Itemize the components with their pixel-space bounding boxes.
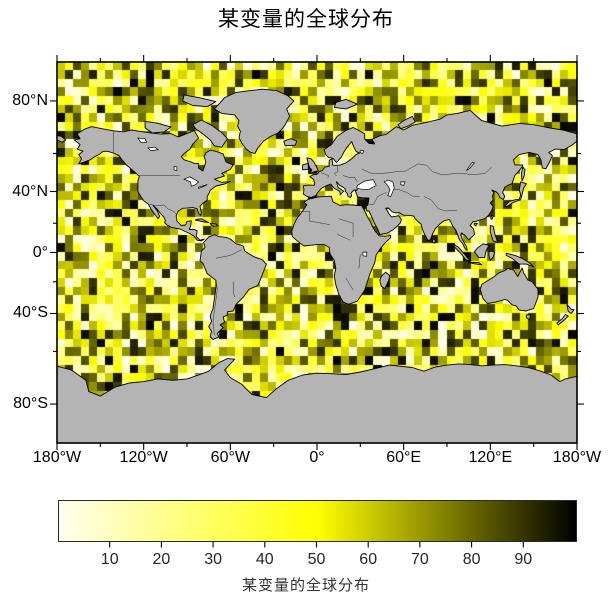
chart-title: 某变量的全球分布 bbox=[218, 7, 394, 31]
x-axis-tick-label: 60°W bbox=[210, 449, 250, 466]
colorbar-gradient bbox=[58, 500, 577, 542]
colorbar-tick-label: 20 bbox=[152, 551, 171, 568]
colorbar-tick-label: 10 bbox=[100, 551, 119, 568]
heatmap-mesh bbox=[57, 62, 577, 443]
colorbar-tick-label: 60 bbox=[359, 551, 378, 568]
x-axis-tick-label: 120°W bbox=[119, 449, 168, 466]
y-axis-tick-label: 40°S bbox=[13, 304, 48, 322]
x-axis-tick-label: 180°W bbox=[32, 449, 82, 466]
y-axis-tick-label: 40°N bbox=[12, 182, 48, 200]
colorbar-tick-label: 40 bbox=[255, 551, 274, 568]
x-axis-tick-label: 0° bbox=[309, 449, 325, 466]
x-axis-tick-label: 180°W bbox=[552, 449, 602, 466]
x-axis-tick-label: 60°E bbox=[386, 449, 422, 466]
y-axis-tick-label: 80°S bbox=[13, 395, 48, 413]
colorbar-tick-label: 70 bbox=[410, 551, 429, 568]
colorbar-tick-label: 30 bbox=[204, 551, 222, 568]
x-axis-tick-label: 120°E bbox=[468, 449, 513, 466]
colorbar-tick-label: 50 bbox=[307, 551, 326, 568]
y-axis-tick-label: 0° bbox=[32, 243, 48, 261]
y-axis-tick-label: 80°N bbox=[12, 91, 48, 109]
colorbar-title: 某变量的全球分布 bbox=[241, 576, 370, 594]
colorbar-tick-label: 90 bbox=[514, 551, 533, 568]
colorbar-tick-label: 80 bbox=[462, 551, 481, 568]
